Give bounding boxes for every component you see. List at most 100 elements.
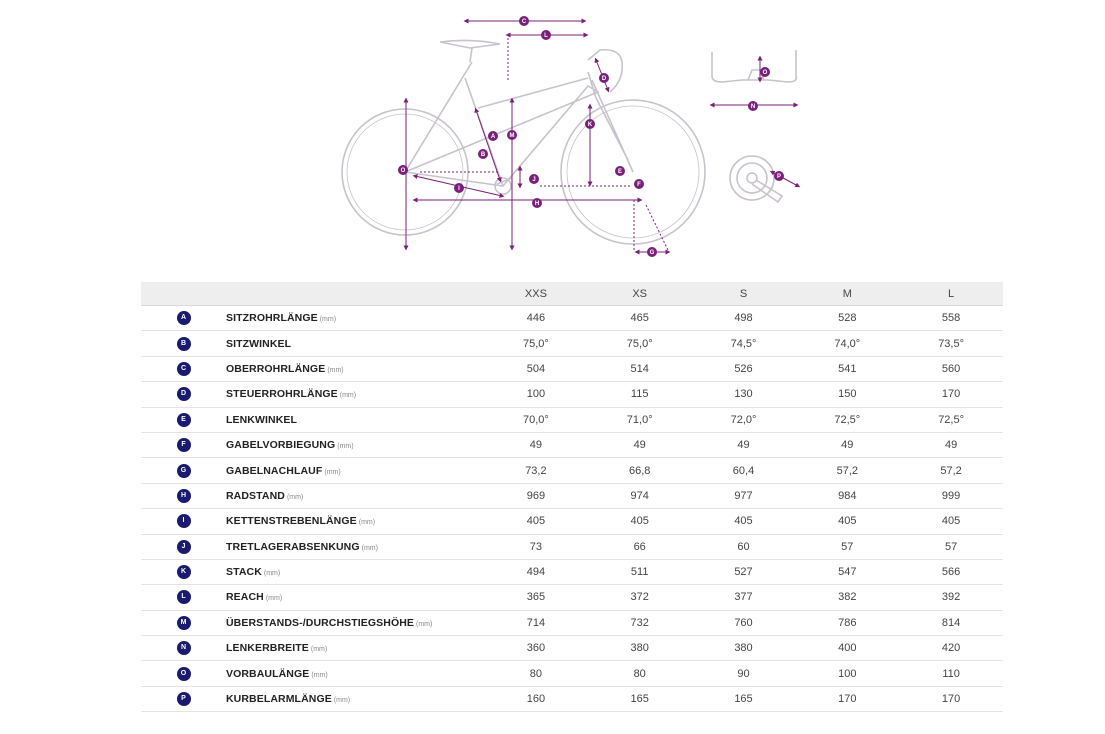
label-cell: KETTENSTREBENLÄNGE (mm) [226, 508, 484, 535]
value-cell: 73,2 [484, 457, 588, 484]
geometry-diagram: C L D A M K B O J E F I H G N O P [341, 16, 801, 257]
row-label: GABELNACHLAUF [226, 464, 323, 477]
value-cell: 974 [587, 483, 692, 510]
value-cell: 57,2 [795, 457, 900, 484]
row-label: SITZWINKEL [226, 337, 292, 350]
value-cell: 150 [795, 381, 900, 408]
value-cell: 130 [691, 381, 796, 408]
dimension-badge: E [176, 412, 191, 427]
table-row: A SITZROHRLÄNGE (mm) 446 465 498 528 558 [141, 304, 1003, 332]
label-cell: STACK (mm) [226, 559, 484, 586]
value-cell: 977 [691, 483, 796, 510]
marker-n: N [748, 101, 758, 111]
table-row: O VORBAULÄNGE (mm) 80 80 90 100 110 [141, 660, 1003, 687]
value-cell: 566 [899, 559, 1003, 586]
table-row: K STACK (mm) 494 511 527 547 566 [141, 559, 1003, 586]
value-cell: 420 [899, 635, 1003, 662]
badge-cell: E [141, 407, 226, 433]
value-cell: 165 [587, 686, 692, 713]
value-cell: 73 [484, 534, 588, 560]
value-cell: 786 [795, 610, 900, 637]
header-badge-cell [141, 282, 226, 306]
size-header: XXS [484, 282, 588, 306]
value-cell: 75,0° [587, 330, 692, 357]
value-cell: 760 [691, 610, 796, 637]
row-unit: (mm) [337, 443, 354, 451]
svg-text:D: D [602, 76, 607, 82]
value-cell: 74,0° [795, 330, 900, 357]
row-label: TRETLAGERABSENKUNG [226, 540, 360, 553]
svg-text:E: E [618, 169, 622, 175]
value-cell: 732 [587, 610, 692, 637]
header-label-cell [226, 282, 484, 306]
marker-i: I [454, 183, 464, 193]
svg-text:J: J [532, 177, 535, 183]
label-cell: VORBAULÄNGE (mm) [226, 660, 484, 687]
value-cell: 377 [691, 584, 796, 611]
dimension-badge: H [176, 488, 191, 503]
value-cell: 494 [484, 559, 588, 586]
value-cell: 380 [587, 635, 692, 662]
dimension-badge: O [176, 666, 191, 681]
table-row: N LENKERBREITE (mm) 360 380 380 400 420 [141, 635, 1003, 662]
value-cell: 160 [484, 686, 588, 713]
marker-d: D [599, 73, 609, 83]
row-unit: (mm) [263, 570, 281, 578]
size-header: S [691, 282, 796, 306]
value-cell: 969 [484, 483, 588, 510]
value-cell: 49 [691, 432, 796, 459]
svg-text:C: C [522, 19, 527, 25]
row-unit: (mm) [319, 316, 337, 324]
label-cell: REACH (mm) [226, 584, 484, 611]
dimension-badge: I [176, 514, 191, 529]
value-cell: 57 [795, 534, 900, 560]
dimension-badge: D [176, 387, 191, 402]
value-cell: 541 [795, 356, 900, 383]
row-unit: (mm) [333, 697, 351, 705]
label-cell: LENKERBREITE (mm) [226, 635, 484, 662]
table-row: F GABELVORBIEGUNG (mm) 49 49 49 49 49 [141, 432, 1003, 459]
badge-cell: P [141, 686, 226, 713]
row-label: RADSTAND [226, 489, 285, 502]
value-cell: 405 [795, 508, 900, 535]
value-cell: 558 [899, 304, 1003, 332]
value-cell: 73,5° [899, 330, 1003, 357]
dimension-badge: P [176, 692, 191, 707]
marker-f: F [634, 179, 644, 189]
badge-cell: N [141, 635, 226, 662]
value-cell: 49 [587, 432, 692, 459]
label-cell: TRETLAGERABSENKUNG (mm) [226, 534, 484, 560]
dimension-badge: M [176, 615, 191, 630]
row-unit: (mm) [286, 493, 304, 501]
value-cell: 60 [691, 534, 796, 560]
dimension-badge: N [176, 641, 191, 656]
value-cell: 60,4 [691, 457, 796, 484]
value-cell: 714 [484, 610, 588, 637]
row-label: KURBELARMLÄNGE [226, 693, 332, 706]
value-cell: 984 [795, 483, 900, 510]
badge-cell: D [141, 381, 226, 408]
value-cell: 100 [795, 660, 900, 687]
marker-o: O [760, 67, 770, 77]
badge-cell: B [141, 330, 226, 357]
value-cell: 170 [899, 381, 1003, 408]
row-unit: (mm) [339, 392, 357, 400]
value-cell: 382 [795, 584, 900, 611]
table-row: I KETTENSTREBENLÄNGE (mm) 405 405 405 405 405 [141, 508, 1003, 535]
svg-text:H: H [535, 201, 539, 207]
table-row: M ÜBERSTANDS-/DURCHSTIEGSHÖHE (mm) 714 732 76… [141, 610, 1003, 637]
label-cell: LENKWINKEL [226, 407, 484, 433]
table-header-row: XXS XS S M L [141, 282, 1003, 306]
svg-text:M: M [510, 133, 515, 139]
value-cell: 72,5° [795, 407, 900, 433]
value-cell: 498 [691, 304, 796, 332]
dimension-lines [403, 18, 801, 255]
value-cell: 547 [795, 559, 900, 586]
badge-cell: K [141, 559, 226, 586]
badge-cell: L [141, 584, 226, 611]
value-cell: 405 [691, 508, 796, 535]
row-label: GABELVORBIEGUNG [226, 439, 336, 452]
value-cell: 999 [899, 483, 1003, 510]
label-cell: SITZWINKEL [226, 330, 484, 357]
handlebar-illustration [711, 50, 798, 83]
